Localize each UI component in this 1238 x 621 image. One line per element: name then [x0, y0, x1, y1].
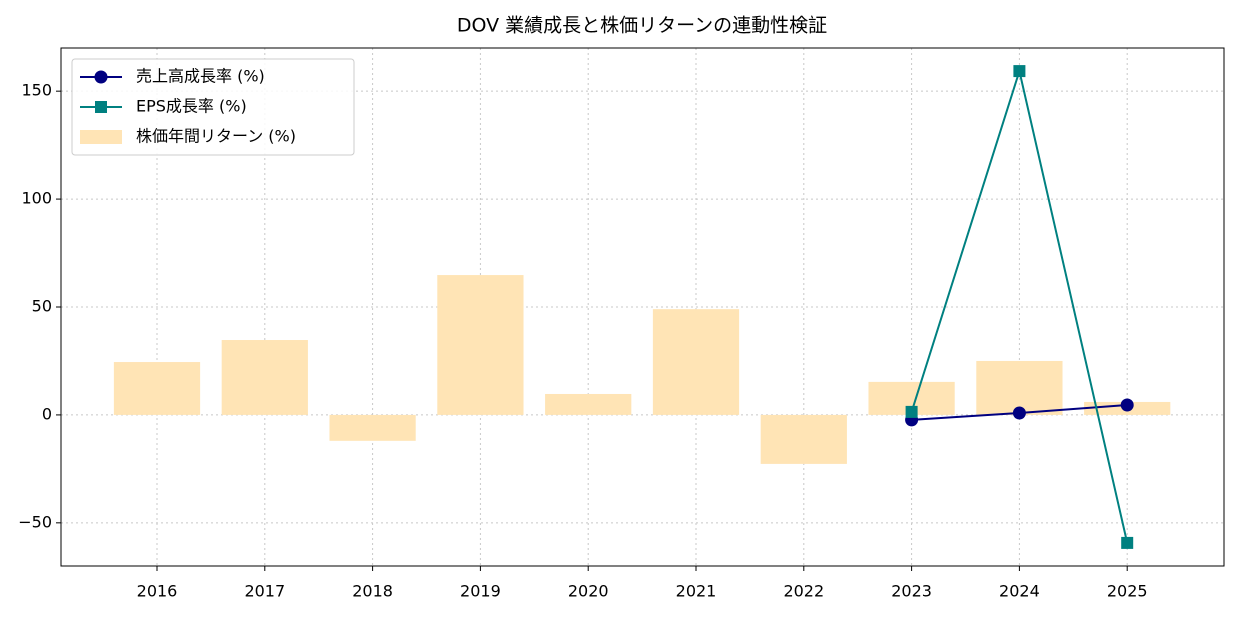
- x-tick-label: 2023: [891, 582, 932, 601]
- y-tick-label: 100: [21, 189, 52, 208]
- y-tick-label: 50: [32, 297, 52, 316]
- marker: [905, 405, 918, 418]
- x-tick-label: 2024: [999, 582, 1040, 601]
- bar: [221, 340, 308, 415]
- bar: [113, 362, 201, 415]
- legend: 売上高成長率 (%) EPS成長率 (%) 株価年間リターン (%): [71, 58, 355, 156]
- legend-marker: [94, 70, 108, 84]
- x-tick-label: 2017: [244, 582, 285, 601]
- y-tick-label: −50: [18, 512, 52, 531]
- bar: [545, 393, 632, 415]
- bar: [760, 414, 847, 464]
- legend-marker: [95, 101, 107, 113]
- plot-frame: [60, 47, 1225, 567]
- legend-label: EPS成長率 (%): [136, 97, 247, 116]
- legend-label: 売上高成長率 (%): [136, 67, 265, 86]
- marker: [1121, 536, 1134, 549]
- y-tick-label: 0: [42, 404, 52, 423]
- legend-box: [71, 58, 355, 156]
- marker: [1012, 406, 1026, 420]
- bar: [437, 275, 524, 415]
- bar: [329, 414, 416, 441]
- y-tick-label: 150: [21, 81, 52, 100]
- x-tick-label: 2025: [1107, 582, 1148, 601]
- bar: [652, 309, 740, 415]
- chart-title: DOV 業績成長と株価リターンの連動性検証: [457, 15, 827, 37]
- x-tick-label: 2022: [783, 582, 824, 601]
- legend-swatch: [80, 130, 122, 144]
- bar: [976, 360, 1063, 415]
- x-tick-label: 2018: [352, 582, 393, 601]
- marker: [1120, 398, 1134, 412]
- x-tick-label: 2021: [676, 582, 717, 601]
- marker: [1013, 65, 1026, 78]
- x-tick-label: 2020: [568, 582, 609, 601]
- x-tick-label: 2019: [460, 582, 501, 601]
- x-tick-label: 2016: [137, 582, 178, 601]
- line: [910, 67, 1129, 544]
- legend-label: 株価年間リターン (%): [136, 127, 296, 146]
